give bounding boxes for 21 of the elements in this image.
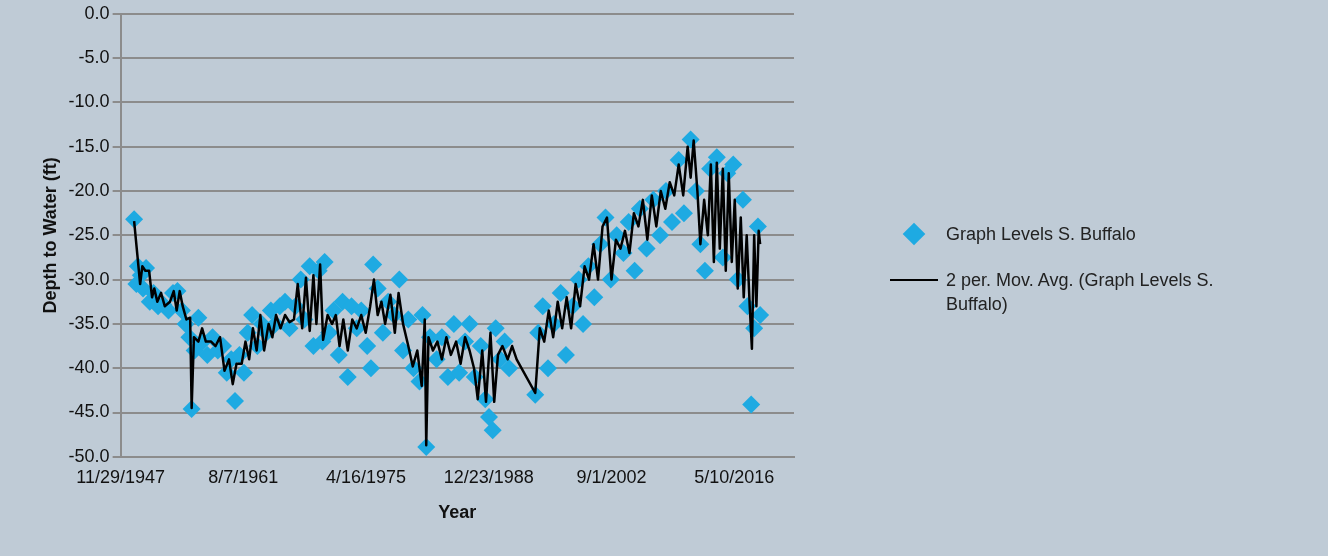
x-tick-label: 5/10/2016 [694,466,775,487]
y-tick-label: -50.0 [68,445,110,466]
x-tick-label: 8/7/1961 [208,466,279,487]
y-tick-label: -20.0 [68,179,110,200]
y-tick-label: -25.0 [68,224,110,245]
y-tick-label: -30.0 [68,268,110,289]
legend-label: Graph Levels S. Buffalo [946,223,1136,246]
x-tick-label: 11/29/1947 [76,466,166,487]
x-axis-title: Year [438,502,477,523]
y-tick-label: -10.0 [68,91,110,112]
y-tick-label: -15.0 [68,135,110,156]
y-tick-label: 0.0 [84,2,110,23]
x-tick-label: 9/1/2002 [576,466,647,487]
x-tick-label: 12/23/1988 [443,466,534,487]
y-tick-label: -40.0 [68,357,110,378]
y-tick-label: -45.0 [68,401,110,422]
legend-label: 2 per. Mov. Avg. (Graph Levels S. Buffalo) [946,269,1215,316]
x-tick-label: 4/16/1975 [326,466,407,487]
y-axis-title: Depth to Water (ft) [39,157,60,314]
y-tick-label: -5.0 [78,47,110,68]
y-tick-label: -35.0 [68,312,110,333]
